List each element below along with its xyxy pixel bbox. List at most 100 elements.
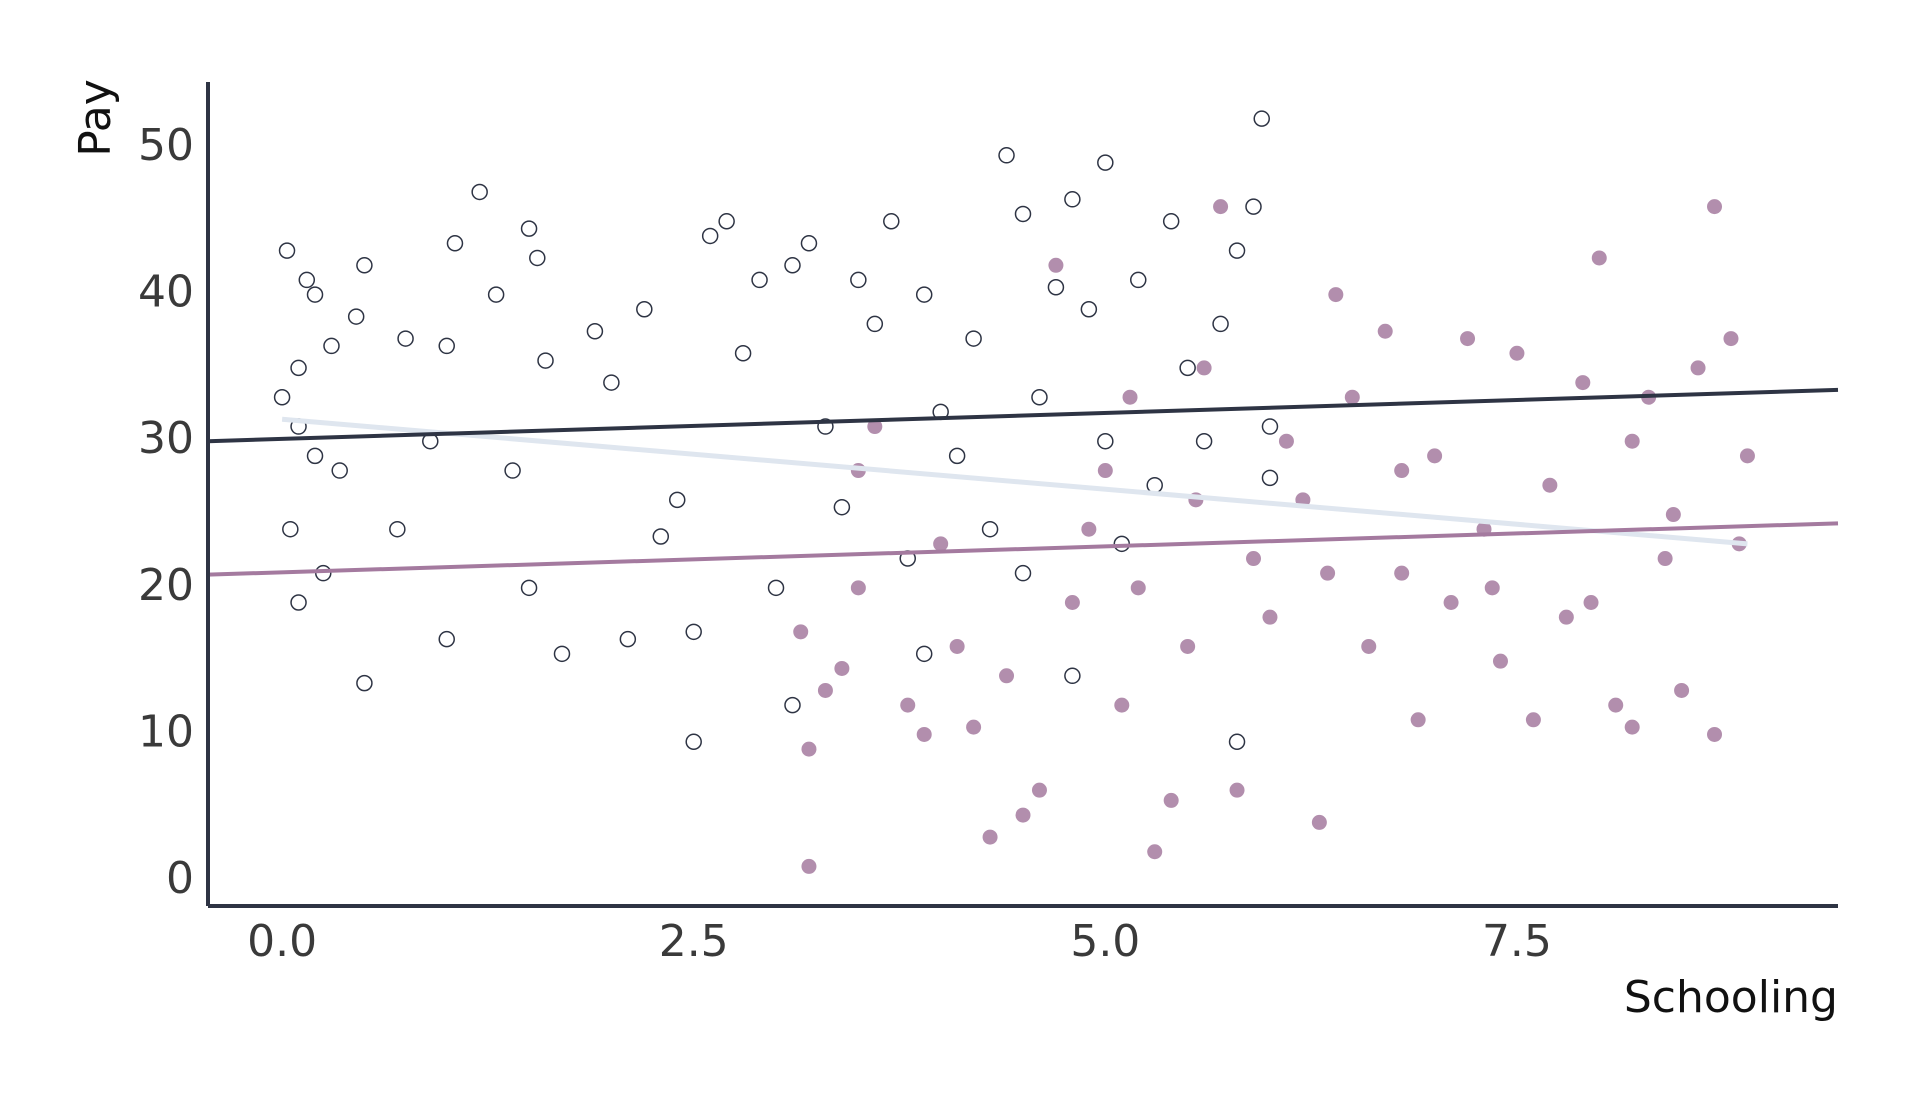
point — [751, 271, 768, 289]
point — [1064, 191, 1081, 208]
point — [652, 528, 670, 545]
point — [1228, 242, 1246, 259]
point — [1179, 359, 1196, 377]
point — [998, 147, 1015, 164]
point — [1064, 667, 1081, 685]
point — [438, 630, 455, 648]
point — [603, 374, 620, 391]
point — [1048, 257, 1064, 273]
point — [1657, 551, 1673, 567]
point — [1591, 250, 1607, 266]
point — [1311, 814, 1327, 830]
point — [1047, 279, 1065, 296]
point — [446, 235, 464, 252]
point — [833, 498, 851, 516]
point — [801, 858, 817, 874]
point — [965, 330, 982, 347]
point — [306, 447, 324, 465]
point — [1410, 712, 1426, 728]
point — [1674, 682, 1690, 698]
point — [1624, 719, 1640, 735]
point — [834, 660, 850, 676]
point — [1509, 345, 1525, 361]
point — [866, 315, 884, 333]
point — [636, 301, 653, 318]
y-tick-label: 20 — [138, 560, 194, 611]
point — [1558, 609, 1574, 625]
point — [1245, 198, 1262, 215]
point — [1583, 594, 1599, 610]
point — [1707, 726, 1723, 742]
point — [933, 536, 949, 552]
fit-line — [281, 416, 1748, 547]
point — [1031, 388, 1048, 406]
point — [685, 623, 702, 641]
point — [586, 323, 604, 340]
point — [356, 257, 373, 274]
point — [900, 697, 916, 713]
fit-line — [207, 521, 1839, 577]
point — [331, 462, 348, 479]
point — [1162, 213, 1180, 230]
point — [867, 419, 883, 435]
y-tick-label: 30 — [138, 413, 194, 464]
point — [949, 638, 965, 654]
point — [1014, 205, 1032, 223]
point — [1122, 389, 1138, 405]
point — [1320, 565, 1336, 581]
point — [1394, 463, 1410, 479]
point — [916, 726, 932, 742]
y-tick-label: 0 — [166, 853, 194, 904]
point — [800, 235, 818, 252]
point — [915, 645, 933, 663]
point — [668, 491, 686, 509]
point — [1427, 448, 1443, 464]
point — [1080, 301, 1098, 318]
point — [520, 220, 538, 237]
point — [1608, 697, 1624, 713]
point — [1361, 638, 1377, 654]
point — [817, 682, 833, 698]
point — [1146, 476, 1163, 494]
point — [701, 227, 719, 245]
point — [278, 242, 296, 259]
point — [1081, 521, 1097, 537]
point — [1229, 782, 1245, 798]
point — [1097, 432, 1114, 450]
point — [273, 388, 291, 406]
x-tick-label: 0.0 — [247, 916, 317, 967]
point — [1130, 271, 1147, 289]
point — [1228, 733, 1246, 751]
point — [850, 271, 867, 289]
point — [504, 462, 521, 479]
point — [883, 213, 900, 230]
point — [389, 520, 406, 538]
point — [282, 520, 299, 538]
point — [619, 630, 637, 648]
point — [356, 674, 373, 692]
point — [1262, 609, 1278, 625]
point — [1344, 389, 1360, 405]
point — [397, 330, 414, 347]
point — [981, 520, 999, 538]
point — [471, 183, 488, 201]
point — [915, 286, 933, 303]
point — [1690, 360, 1706, 376]
point — [1328, 287, 1344, 303]
point — [1443, 594, 1459, 610]
point — [1492, 653, 1508, 669]
point — [982, 829, 998, 845]
point — [1261, 469, 1279, 487]
point — [1064, 594, 1080, 610]
point — [438, 337, 455, 355]
fit-line — [207, 387, 1839, 444]
point — [966, 719, 982, 735]
point — [718, 213, 735, 230]
point — [1195, 432, 1213, 450]
point — [999, 668, 1015, 684]
x-tick-label: 2.5 — [659, 916, 729, 967]
point — [290, 594, 307, 611]
point — [1460, 331, 1476, 347]
point — [1484, 580, 1500, 596]
